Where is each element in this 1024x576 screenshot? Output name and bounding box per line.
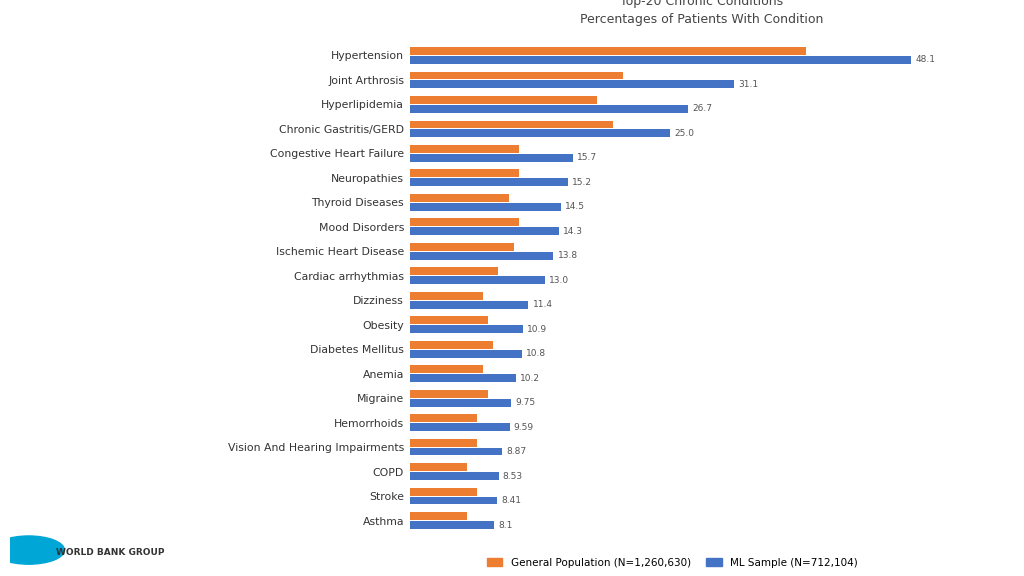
Text: 9.59: 9.59 (514, 423, 534, 431)
Bar (410, 292, 482, 300)
Bar (410, 325, 523, 333)
Bar (410, 120, 612, 128)
Bar (410, 80, 734, 88)
Bar (410, 96, 597, 104)
Text: •  The ML Sample population is
    also more sick on average
    (i.e. the preva: • The ML Sample population is also more … (65, 343, 260, 416)
Text: 25.0: 25.0 (675, 129, 694, 138)
Text: Most Common
Chronic
Conditions: Most Common Chronic Conditions (65, 154, 275, 249)
Text: 8.41: 8.41 (502, 496, 521, 505)
Bar (410, 47, 806, 55)
Bar (410, 56, 911, 64)
Text: 8.53: 8.53 (503, 472, 523, 480)
Bar (410, 154, 573, 162)
Bar (410, 472, 499, 480)
Text: 26.7: 26.7 (692, 104, 712, 113)
Text: 14.5: 14.5 (565, 202, 585, 211)
Bar (410, 218, 519, 226)
Bar (410, 521, 494, 529)
Bar (410, 267, 499, 275)
Text: 11.4: 11.4 (532, 300, 553, 309)
Circle shape (0, 536, 65, 564)
Bar (410, 316, 487, 324)
Text: 15.7: 15.7 (578, 153, 598, 162)
Text: 8.1: 8.1 (499, 521, 513, 529)
Bar (410, 252, 553, 260)
Bar (410, 448, 502, 456)
Bar (410, 203, 561, 211)
Bar (410, 228, 559, 235)
Text: 8.87: 8.87 (506, 447, 526, 456)
Text: 13.0: 13.0 (549, 276, 569, 285)
Bar (410, 399, 511, 407)
Bar (410, 301, 528, 309)
Bar (410, 463, 467, 471)
Text: 31.1: 31.1 (738, 79, 758, 89)
Bar (410, 179, 568, 186)
Text: 14.3: 14.3 (563, 227, 583, 236)
Bar (410, 194, 509, 202)
Bar (410, 71, 624, 79)
Text: 9.75: 9.75 (515, 398, 536, 407)
Bar (410, 276, 545, 284)
Bar (410, 130, 670, 137)
Text: 10.8: 10.8 (526, 349, 547, 358)
Bar (410, 488, 477, 496)
Bar (410, 512, 467, 520)
Bar (410, 365, 482, 373)
Bar (410, 414, 477, 422)
Legend: General Population (N=1,260,630), ML Sample (N=712,104): General Population (N=1,260,630), ML Sam… (482, 554, 862, 572)
Text: 10.9: 10.9 (527, 325, 548, 334)
Bar (410, 169, 519, 177)
Text: WORLD BANK GROUP: WORLD BANK GROUP (56, 548, 165, 556)
Bar (410, 390, 487, 397)
Bar (410, 439, 477, 446)
Text: 13.8: 13.8 (558, 251, 578, 260)
Title: Top-20 Chronic Conditions
Percentages of Patients With Condition: Top-20 Chronic Conditions Percentages of… (580, 0, 823, 26)
Bar (410, 341, 493, 348)
Bar (410, 145, 519, 153)
Bar (410, 497, 498, 505)
Text: 48.1: 48.1 (915, 55, 935, 65)
Bar (410, 374, 516, 382)
Bar (410, 105, 688, 113)
Bar (410, 423, 510, 431)
Text: 15.2: 15.2 (572, 178, 592, 187)
Text: 10.2: 10.2 (520, 374, 540, 382)
Bar (410, 350, 522, 358)
Bar (410, 243, 514, 251)
